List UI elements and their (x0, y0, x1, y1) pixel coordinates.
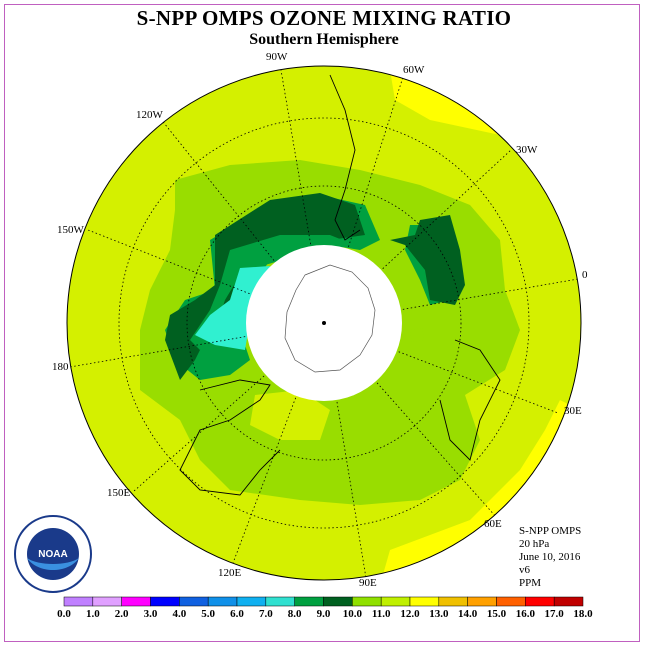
colorbar-tick-label: 16.0 (515, 608, 535, 620)
colorbar-swatch (294, 596, 324, 607)
label-30w: 30W (516, 144, 538, 156)
colorbar-swatch (63, 596, 94, 607)
map-subtitle: Southern Hemisphere (249, 31, 399, 48)
colorbar-tick-label: 2.0 (114, 608, 129, 620)
colorbar-tick-label: 10.0 (342, 608, 362, 620)
logo-text: NOAA (38, 549, 67, 560)
pressure-level: 20 hPa (519, 538, 550, 550)
colorbar-swatch (467, 596, 497, 607)
colorbar-swatch (236, 596, 267, 607)
colorbar-tick-label: 17.0 (544, 608, 564, 620)
label-90w: 90W (266, 51, 288, 63)
ozone-high-region-east (380, 400, 581, 580)
colorbar-swatch (150, 596, 180, 607)
label-30e: 30E (564, 405, 582, 417)
figure-frame (4, 4, 640, 642)
noaa-logo: NOAA (14, 515, 92, 593)
label-150e: 150E (107, 487, 131, 499)
antarctica-outline (284, 264, 376, 373)
ozone-band-9-inner (190, 235, 355, 350)
colorbar-swatch (409, 596, 440, 607)
colorbar-tick-label: 9.0 (316, 608, 331, 620)
colorbar-tick-label: 1.0 (85, 608, 100, 620)
colorbar-swatch (92, 596, 122, 607)
version-label: v6 (519, 564, 530, 576)
ozone-band-8 (195, 266, 270, 350)
map-title: S-NPP OMPS OZONE MIXING RATIO (136, 6, 512, 30)
colorbar-swatch (121, 596, 151, 607)
colorbar-swatch (352, 596, 382, 607)
colorbar-swatch (179, 596, 209, 607)
colorbar-tick-label: 12.0 (400, 608, 420, 620)
colorbar-swatch (496, 596, 526, 607)
map-boundary (66, 65, 582, 581)
label-90e: 90E (359, 577, 377, 589)
date-label: June 10, 2016 (519, 551, 581, 563)
colorbar-tick-label: 8.0 (287, 608, 302, 620)
colorbar-swatch (553, 596, 584, 607)
colorbar-tick-label: 14.0 (458, 608, 478, 620)
ozone-band-11-dot (410, 328, 424, 342)
ozone-band-10-east (390, 215, 465, 305)
colorbar-tick-label: 7.0 (258, 608, 273, 620)
colorbar-tick-label: 18.0 (573, 608, 593, 620)
colorbar-tick-label: 3.0 (143, 608, 158, 620)
colorbar-swatch (525, 596, 555, 607)
colorbar-swatch (438, 596, 468, 607)
colorbar-tick-label: 4.0 (172, 608, 187, 620)
colorbar-swatch (323, 596, 353, 607)
south-pole-marker (322, 321, 326, 325)
colorbar-swatch (207, 596, 238, 607)
colorbar-tick-label: 6.0 (230, 608, 244, 620)
label-150w: 150W (57, 224, 85, 236)
ozone-low-patch (250, 390, 330, 440)
colorbar-swatch (380, 596, 411, 607)
colorbar-tick-label: 15.0 (486, 608, 507, 620)
label-120e: 120E (218, 567, 242, 579)
colorbar-tick-label: 11.0 (371, 608, 391, 620)
label-180: 180 (52, 361, 69, 373)
meridian-labels: 90W 60W 120W 30W 150W 0 180 30E 150E 60E… (52, 51, 588, 589)
instrument-label: S-NPP OMPS (519, 525, 582, 537)
colorbar-swatch (265, 596, 295, 607)
colorbar-tick-label: 5.0 (201, 608, 216, 620)
colorbar-tick-label: 0.0 (57, 608, 71, 620)
label-0: 0 (582, 269, 588, 281)
colorbar-tick-label: 13.0 (429, 608, 449, 620)
label-120w: 120W (136, 109, 164, 121)
units-label: PPM (519, 577, 542, 589)
label-60w: 60W (403, 64, 425, 76)
label-60e: 60E (484, 518, 502, 530)
